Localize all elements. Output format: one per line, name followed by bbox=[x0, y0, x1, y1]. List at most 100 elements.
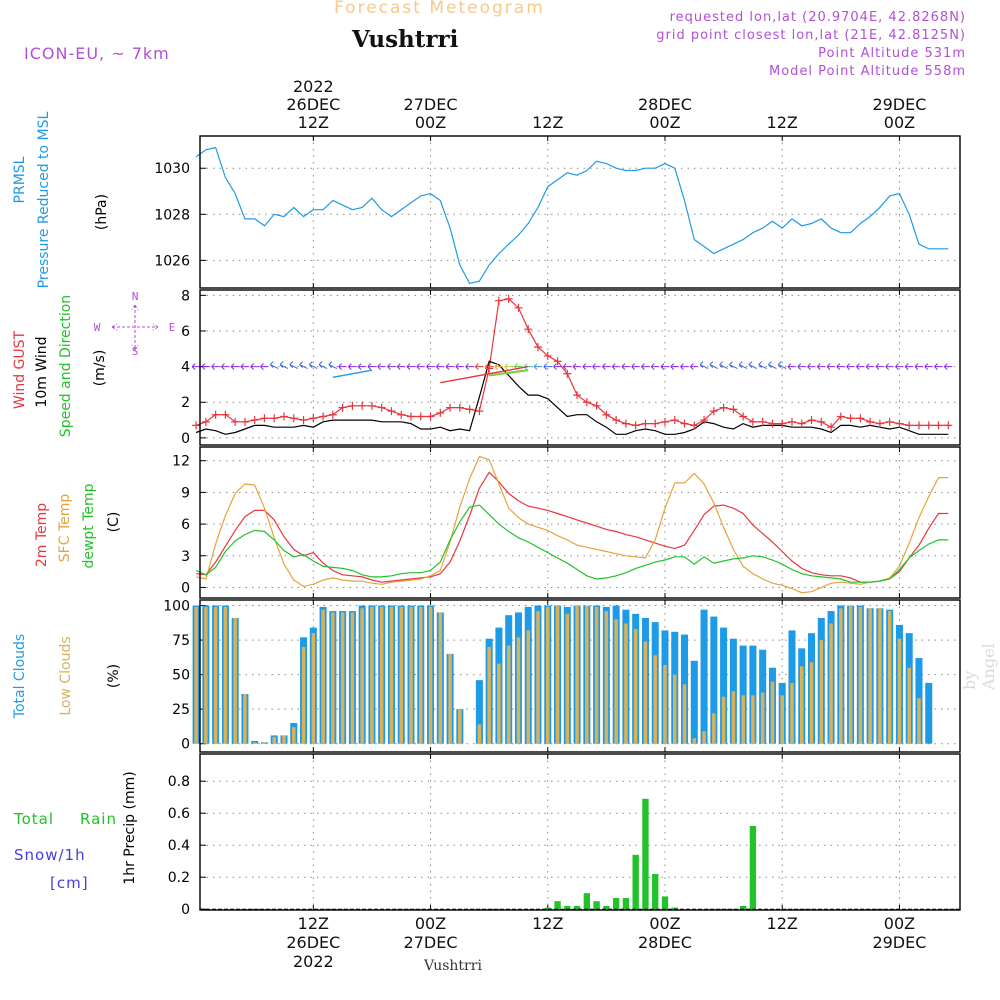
top-year-label: 2022 bbox=[293, 77, 334, 96]
y-tick-label: 2 bbox=[181, 395, 190, 411]
low-cloud-bar bbox=[526, 630, 530, 744]
side-label-10m-wind: 10m Wind bbox=[34, 336, 50, 407]
wind-direction-arrow bbox=[729, 361, 738, 370]
panel-temperature: 0 3 6 9 12 bbox=[172, 446, 961, 599]
low-cloud-bar bbox=[790, 682, 794, 744]
gust-marker bbox=[895, 419, 904, 428]
bottom-date-label: 28DEC bbox=[638, 933, 692, 952]
wind-direction-arrow bbox=[318, 361, 328, 370]
gust-marker bbox=[397, 410, 406, 419]
wind-direction-arrow bbox=[221, 363, 230, 370]
wind-direction-arrow bbox=[572, 363, 582, 370]
top-hour-label: 12Z bbox=[298, 113, 329, 132]
gust-marker bbox=[231, 417, 240, 426]
gust-marker bbox=[700, 416, 709, 425]
gust-marker bbox=[905, 421, 914, 430]
y-tick-label: 3 bbox=[181, 549, 190, 565]
low-cloud-bar bbox=[907, 667, 911, 744]
low-cloud-bar bbox=[311, 633, 316, 744]
wind-direction-arrow bbox=[592, 363, 601, 370]
wind-direction-arrow bbox=[816, 363, 826, 370]
y-axis-label-wind: (m/s) bbox=[92, 350, 108, 387]
gust-marker bbox=[690, 421, 699, 430]
wind-direction-arrow bbox=[504, 363, 513, 370]
series-line-prmsl bbox=[195, 146, 949, 285]
wind-direction-arrow bbox=[396, 363, 406, 370]
gust-marker bbox=[924, 421, 933, 430]
gust-marker bbox=[192, 421, 201, 430]
gust-marker bbox=[660, 417, 669, 426]
gust-marker bbox=[787, 417, 796, 426]
low-cloud-bar bbox=[243, 693, 247, 744]
gust-marker bbox=[836, 412, 845, 421]
wind-direction-arrow bbox=[494, 363, 503, 370]
wind-direction-arrow bbox=[465, 363, 474, 370]
gust-marker bbox=[280, 412, 289, 421]
wind-direction-arrow bbox=[670, 363, 679, 370]
low-cloud-bar bbox=[653, 655, 657, 744]
wind-direction-arrow bbox=[865, 363, 875, 370]
series-line-wind-gust bbox=[195, 298, 949, 428]
wind-direction-arrow bbox=[367, 363, 376, 370]
side-label-prmsl: PRMSL bbox=[12, 156, 28, 203]
wind-direction-arrow bbox=[699, 361, 709, 370]
gust-marker bbox=[573, 391, 582, 400]
wind-direction-arrow bbox=[914, 363, 923, 370]
wind-direction-arrow bbox=[582, 363, 591, 370]
wind-direction-arrow bbox=[680, 363, 689, 370]
wind-direction-arrow bbox=[279, 361, 289, 370]
y-tick-label: 6 bbox=[181, 517, 190, 533]
side-label-wind-gust: Wind GUST bbox=[12, 330, 28, 409]
gust-marker bbox=[514, 303, 523, 312]
wind-direction-arrow bbox=[562, 363, 572, 370]
gust-marker bbox=[680, 419, 689, 428]
gust-marker bbox=[856, 414, 865, 423]
gust-marker bbox=[475, 407, 484, 416]
legend-snow-unit: [cm] bbox=[50, 874, 89, 892]
panel-frame bbox=[199, 753, 961, 911]
rain-bar bbox=[642, 798, 649, 910]
footer-location: Vushtrri bbox=[424, 958, 482, 974]
panel-frame bbox=[199, 135, 961, 289]
gust-marker bbox=[289, 414, 298, 423]
y-axis-label-temp: (C) bbox=[106, 512, 122, 533]
rain-bar bbox=[612, 898, 620, 910]
wind-direction-arrow bbox=[846, 363, 855, 370]
low-cloud-bar bbox=[672, 674, 677, 744]
gust-marker bbox=[797, 419, 806, 428]
gust-marker bbox=[221, 410, 230, 419]
bottom-hour-label: 00Z bbox=[884, 914, 915, 933]
gust-marker bbox=[553, 357, 562, 366]
wind-direction-arrow bbox=[201, 363, 210, 370]
y-tick-label: 0.2 bbox=[168, 870, 190, 886]
low-cloud-bar bbox=[331, 612, 335, 744]
gust-marker bbox=[612, 416, 621, 425]
panel-frame bbox=[199, 446, 961, 599]
low-cloud-bar bbox=[350, 612, 355, 744]
rain-bar bbox=[749, 826, 757, 910]
y-axis-label-clouds: (%) bbox=[106, 664, 122, 688]
y-tick-label: 1028 bbox=[154, 207, 190, 223]
y-tick-label: 6 bbox=[181, 324, 190, 340]
wind-direction-arrow bbox=[211, 363, 220, 370]
panel-clouds: 0 25 50 75 100 bbox=[163, 599, 961, 753]
wind-direction-arrow bbox=[426, 363, 435, 370]
wind-direction-arrow bbox=[934, 363, 943, 370]
rain-bar bbox=[622, 898, 630, 910]
gust-marker bbox=[827, 423, 836, 432]
wind-direction-arrow bbox=[719, 361, 728, 370]
y-tick-label: 1030 bbox=[154, 161, 190, 177]
low-cloud-bar bbox=[770, 681, 775, 744]
rain-bar bbox=[632, 854, 639, 910]
gust-marker bbox=[240, 417, 249, 426]
gust-marker bbox=[670, 416, 679, 425]
gust-marker bbox=[299, 416, 308, 425]
wind-direction-arrow bbox=[489, 369, 529, 377]
wind-direction-arrow bbox=[484, 363, 494, 370]
low-cloud-bar bbox=[516, 637, 521, 744]
y-tick-label: 25 bbox=[172, 702, 190, 718]
wind-direction-arrow bbox=[602, 363, 611, 370]
requested-coords: requested lon,lat (20.9704E, 42.8268N) bbox=[669, 10, 966, 25]
wind-direction-arrow bbox=[611, 363, 621, 370]
